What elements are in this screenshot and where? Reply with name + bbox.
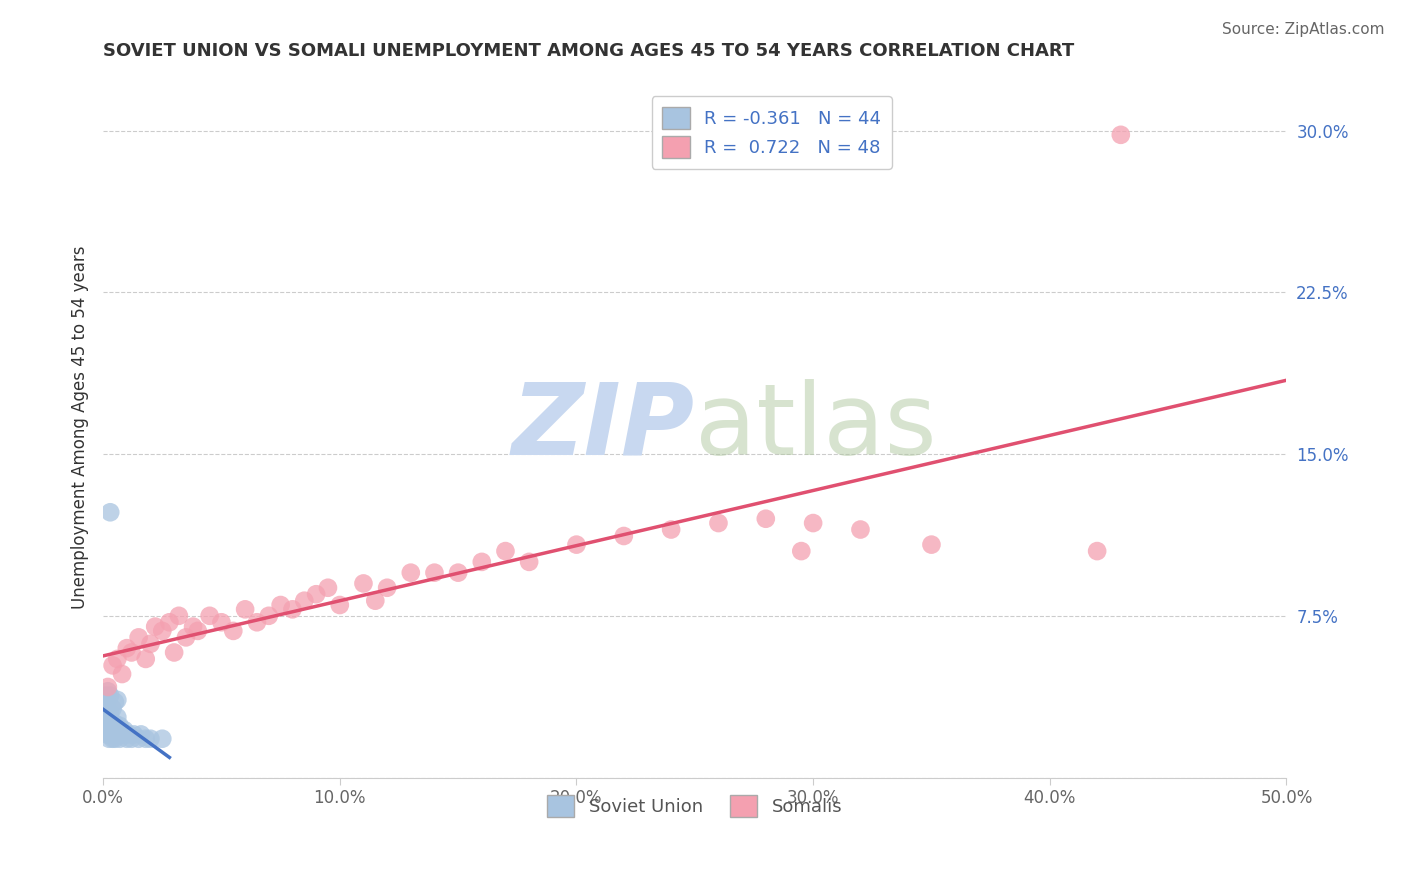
Point bbox=[755, 512, 778, 526]
Point bbox=[233, 602, 256, 616]
Point bbox=[111, 667, 134, 681]
Point bbox=[101, 723, 124, 738]
Text: ZIP: ZIP bbox=[512, 378, 695, 475]
Point bbox=[174, 631, 197, 645]
Point bbox=[105, 727, 128, 741]
Point bbox=[135, 731, 157, 746]
Text: Source: ZipAtlas.com: Source: ZipAtlas.com bbox=[1222, 22, 1385, 37]
Point bbox=[135, 652, 157, 666]
Point bbox=[447, 566, 470, 580]
Point bbox=[105, 693, 128, 707]
Point bbox=[98, 731, 121, 746]
Point bbox=[108, 731, 131, 746]
Point bbox=[139, 637, 162, 651]
Point bbox=[707, 516, 730, 530]
Point bbox=[100, 716, 122, 731]
Point bbox=[97, 706, 120, 720]
Point bbox=[121, 645, 143, 659]
Point bbox=[222, 624, 245, 638]
Point bbox=[198, 608, 221, 623]
Point bbox=[305, 587, 328, 601]
Point bbox=[167, 608, 190, 623]
Point bbox=[98, 689, 121, 703]
Point bbox=[96, 727, 118, 741]
Text: atlas: atlas bbox=[695, 378, 936, 475]
Point bbox=[101, 701, 124, 715]
Y-axis label: Unemployment Among Ages 45 to 54 years: Unemployment Among Ages 45 to 54 years bbox=[72, 245, 89, 609]
Point bbox=[1085, 544, 1108, 558]
Point bbox=[94, 716, 117, 731]
Point bbox=[150, 731, 173, 746]
Point bbox=[104, 695, 127, 709]
Point bbox=[565, 538, 588, 552]
Point bbox=[112, 723, 135, 738]
Text: SOVIET UNION VS SOMALI UNEMPLOYMENT AMONG AGES 45 TO 54 YEARS CORRELATION CHART: SOVIET UNION VS SOMALI UNEMPLOYMENT AMON… bbox=[103, 42, 1074, 60]
Point bbox=[399, 566, 422, 580]
Point bbox=[471, 555, 494, 569]
Point bbox=[128, 731, 150, 746]
Point bbox=[118, 727, 141, 741]
Point bbox=[97, 684, 120, 698]
Point bbox=[316, 581, 339, 595]
Point bbox=[96, 706, 118, 720]
Point bbox=[270, 598, 292, 612]
Point bbox=[329, 598, 352, 612]
Point bbox=[1109, 128, 1132, 142]
Point bbox=[150, 624, 173, 638]
Point bbox=[128, 631, 150, 645]
Point bbox=[105, 710, 128, 724]
Point bbox=[292, 593, 315, 607]
Point bbox=[211, 615, 233, 630]
Point bbox=[163, 645, 186, 659]
Point bbox=[98, 723, 121, 738]
Point bbox=[364, 593, 387, 607]
Point bbox=[94, 701, 117, 715]
Point bbox=[353, 576, 375, 591]
Point bbox=[104, 731, 127, 746]
Point bbox=[157, 615, 180, 630]
Point bbox=[257, 608, 280, 623]
Point bbox=[517, 555, 540, 569]
Point bbox=[659, 523, 682, 537]
Point bbox=[495, 544, 517, 558]
Point bbox=[801, 516, 824, 530]
Point bbox=[98, 505, 121, 519]
Point bbox=[143, 619, 166, 633]
Point bbox=[101, 658, 124, 673]
Legend: Soviet Union, Somalis: Soviet Union, Somalis bbox=[540, 789, 849, 824]
Point bbox=[139, 731, 162, 746]
Point bbox=[849, 523, 872, 537]
Point bbox=[94, 723, 117, 738]
Point bbox=[115, 731, 138, 746]
Point bbox=[115, 641, 138, 656]
Point bbox=[613, 529, 636, 543]
Point bbox=[96, 695, 118, 709]
Point bbox=[375, 581, 398, 595]
Point bbox=[105, 652, 128, 666]
Point bbox=[181, 619, 204, 633]
Point bbox=[111, 727, 134, 741]
Point bbox=[97, 716, 120, 731]
Point bbox=[100, 727, 122, 741]
Point bbox=[103, 727, 125, 741]
Point bbox=[246, 615, 269, 630]
Point bbox=[790, 544, 813, 558]
Point bbox=[121, 731, 143, 746]
Point bbox=[97, 723, 120, 738]
Point bbox=[187, 624, 209, 638]
Point bbox=[97, 680, 120, 694]
Point bbox=[104, 716, 127, 731]
Point bbox=[94, 689, 117, 703]
Point bbox=[281, 602, 304, 616]
Point bbox=[101, 731, 124, 746]
Point bbox=[108, 719, 131, 733]
Point bbox=[129, 727, 152, 741]
Point bbox=[96, 714, 118, 729]
Point bbox=[122, 727, 145, 741]
Point bbox=[423, 566, 446, 580]
Point bbox=[920, 538, 942, 552]
Point bbox=[98, 710, 121, 724]
Point bbox=[98, 706, 121, 720]
Point bbox=[94, 710, 117, 724]
